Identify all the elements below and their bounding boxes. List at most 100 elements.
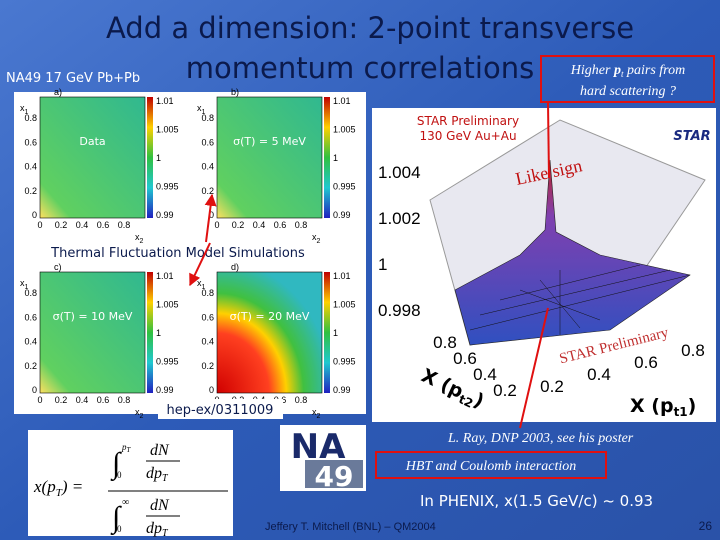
star-logo: STAR	[673, 129, 710, 144]
x-tick-label: 0	[37, 220, 42, 230]
y-tick-label: 0.8	[24, 113, 37, 123]
scale-tick-label: 1.005	[333, 300, 356, 310]
y-axis-label-base: x	[20, 103, 25, 113]
x-tick-label: 0	[37, 395, 42, 405]
x1-tick-label: 0.8	[681, 341, 705, 360]
x2-tick-label: 0.6	[453, 349, 477, 368]
formula-lhs: x(pT) =	[33, 477, 83, 499]
x-axis-label: x2	[135, 407, 144, 420]
star-x1-label: X (pt1)	[630, 395, 696, 419]
title-line2: momentum correlations	[186, 51, 534, 85]
x2-tick-label: 0.8	[433, 333, 457, 352]
x-axis-label-base: x	[135, 407, 140, 417]
formula: x(pT) = ∫ pT 0 dN dpT ∫ ∞ 0 dN dpT	[33, 442, 228, 539]
panel-label: Data	[79, 135, 105, 148]
y-tick-label: 0.2	[24, 361, 37, 371]
x1-tick-label: 0.2	[540, 377, 564, 396]
x-axis-label-sub: 2	[140, 413, 144, 420]
y-tick-label: 0	[32, 385, 37, 395]
color-scale	[324, 97, 330, 218]
x-tick-label: 0.6	[97, 220, 110, 230]
y-tick-label: 0.2	[201, 361, 214, 371]
x-tick-label: 0.6	[97, 395, 110, 405]
simulations-label: Thermal Fluctuation Model Simulations	[50, 246, 305, 261]
den-dp: dpT	[146, 520, 169, 539]
panel-group: a) Data 0 0.2 0.4 0.6 0.8 0 0.2 0.4 0.6 0.8 1.01 1.00…	[20, 87, 356, 420]
scale-tick-label: 1.005	[156, 125, 179, 135]
den-upper: ∞	[122, 497, 129, 508]
heatmap	[39, 271, 146, 394]
y-axis-label-sub: 1	[25, 109, 29, 116]
y-tick-label: 0.2	[24, 186, 37, 196]
den-lower: 0	[117, 524, 122, 534]
den-dn: dN	[150, 497, 170, 514]
panel-letter: d)	[231, 262, 239, 272]
y-axis-label-sub: 1	[202, 284, 206, 291]
y-axis-label-sub: 1	[202, 109, 206, 116]
x1-tick-label: 0.6	[634, 353, 658, 372]
star-title: STAR Preliminary	[417, 114, 519, 128]
x-tick-label: 0.8	[118, 220, 131, 230]
y-tick-label: 0.6	[24, 312, 37, 322]
scale-tick-label: 1.005	[333, 125, 356, 135]
scale-tick-label: 1	[156, 153, 161, 163]
color-scale	[324, 272, 330, 393]
y-axis-label: x1	[20, 278, 29, 291]
scale-tick-label: 1.01	[333, 271, 351, 281]
scale-tick-label: 1.01	[333, 96, 351, 106]
y-tick-label: 0.8	[201, 288, 214, 298]
x-axis-label-sub: 2	[140, 238, 144, 245]
panel-letter: c)	[54, 262, 62, 272]
hbt-box	[375, 451, 607, 479]
z-tick-label: 1.004	[378, 163, 421, 182]
x-tick-label: 0.8	[295, 220, 308, 230]
formula-box	[28, 430, 233, 536]
scale-tick-label: 0.995	[156, 182, 179, 192]
y-tick-label: 0.8	[24, 288, 37, 298]
num-lower: 0	[117, 470, 122, 480]
footer-author: Jeffery T. Mitchell (BNL) – QM2004	[265, 521, 436, 533]
callout-arrow	[547, 101, 550, 179]
credit: L. Ray, DNP 2003, see his poster	[447, 431, 634, 446]
callout-line1: Higher pt pairs from	[570, 63, 685, 79]
integral-den: ∫	[110, 501, 122, 536]
color-scale	[147, 272, 153, 393]
reference: hep-ex/0311009	[167, 403, 274, 418]
credit-arrow	[519, 307, 549, 429]
sim-arrow-2	[189, 242, 211, 287]
y-axis-label: x1	[197, 103, 206, 116]
scale-tick-label: 1	[333, 328, 338, 338]
x-tick-label: 0.8	[118, 395, 131, 405]
callout-box	[540, 55, 715, 103]
panel-label: σ(T) = 5 MeV	[233, 135, 306, 148]
sim-label-box	[38, 243, 318, 262]
panel-label: σ(T) = 20 MeV	[230, 310, 310, 323]
x-axis-label-base: x	[312, 407, 317, 417]
color-scale	[147, 97, 153, 218]
y-tick-label: 0.8	[201, 113, 214, 123]
scale-tick-label: 0.99	[156, 385, 174, 395]
y-tick-label: 0.4	[201, 337, 214, 347]
star-subtitle: 130 GeV Au+Au	[419, 129, 516, 143]
title-line1: Add a dimension: 2-point transverse	[106, 11, 634, 45]
scale-tick-label: 0.995	[333, 357, 356, 367]
footer-page: 26	[699, 519, 713, 533]
num-upper: pT	[121, 442, 132, 454]
logo-band	[305, 460, 363, 488]
y-axis-label-base: x	[197, 103, 202, 113]
z-tick-label: 0.998	[378, 301, 421, 320]
x-axis-label-base: x	[135, 232, 140, 242]
y-axis-label-sub: 1	[25, 284, 29, 291]
scale-tick-label: 1	[156, 328, 161, 338]
y-tick-label: 0	[32, 210, 37, 220]
phenix-result: In PHENIX, x(1.5 GeV/c) ~ 0.93	[420, 492, 653, 510]
scale-tick-label: 1.005	[156, 300, 179, 310]
x-axis-label-sub: 2	[317, 413, 321, 420]
panel-label: σ(T) = 10 MeV	[53, 310, 133, 323]
x-axis-label: x2	[312, 407, 321, 420]
y-tick-label: 0	[209, 210, 214, 220]
x-tick-label: 0.2	[232, 220, 245, 230]
y-tick-label: 0.6	[24, 137, 37, 147]
